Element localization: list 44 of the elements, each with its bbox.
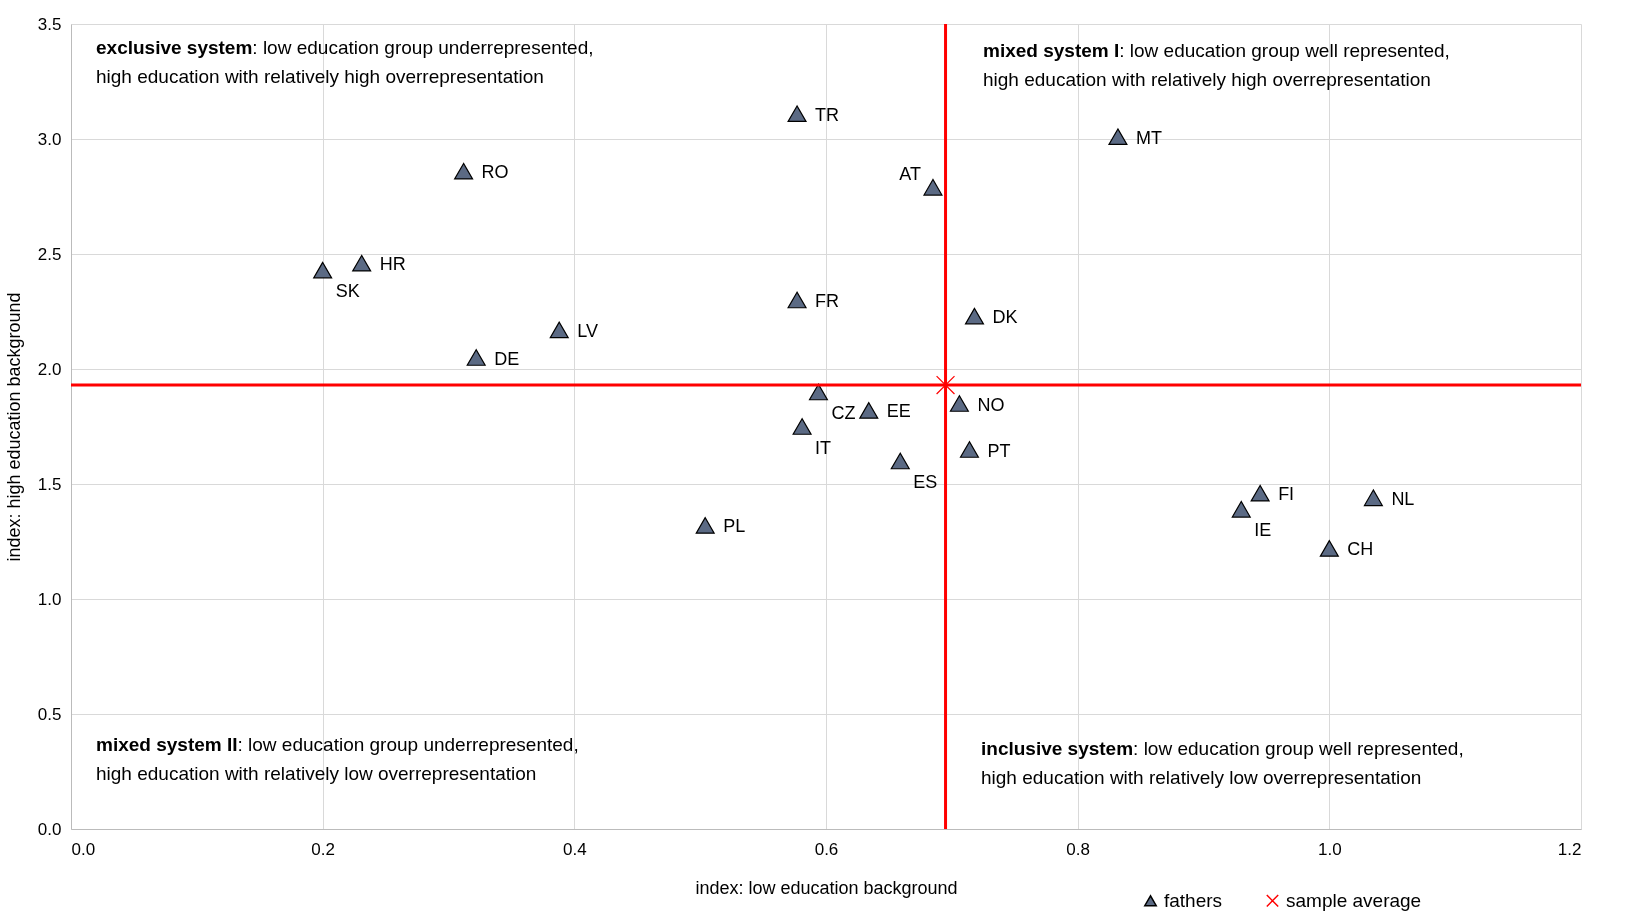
annotation: mixed system I: low education group well represented, high education with relatively high overrepresentation — [983, 40, 1450, 90]
annotation: mixed system II: low education group underrepresented, high education with relatively low overrepresentation — [96, 734, 579, 784]
annotation: inclusive system: low education group well represented, high education with relatively low overrepresentation — [981, 738, 1464, 788]
annotation: RO — [481, 162, 509, 183]
y-tick-label: 2.5 — [37, 244, 62, 264]
x-tick-label: 0.2 — [311, 839, 335, 859]
annotation: PL — [723, 516, 746, 537]
annotation: NO — [977, 394, 1005, 415]
annotation: IT — [815, 437, 832, 458]
annotation: DK — [992, 307, 1018, 328]
y-tick-label: 3.5 — [37, 14, 62, 34]
annotation: FI — [1278, 484, 1295, 505]
x-axis-title: index: low education background — [695, 877, 958, 898]
annotation: FR — [815, 291, 840, 311]
annotation: DE — [494, 348, 520, 369]
legend-label: sample average — [1286, 889, 1422, 911]
annotation: SK — [335, 281, 360, 302]
x-tick-label: 0.8 — [1066, 839, 1090, 859]
annotation: MT — [1135, 127, 1162, 148]
annotation: LV — [577, 320, 598, 341]
y-tick-label: 2.0 — [37, 359, 62, 379]
annotation: CZ — [831, 403, 856, 423]
annotation: IE — [1254, 520, 1272, 541]
y-axis-title: index: high education background — [3, 292, 24, 562]
x-tick-label: 0.4 — [563, 839, 587, 859]
y-tick-label: 0.0 — [37, 819, 62, 839]
y-tick-label: 3.0 — [37, 129, 62, 149]
x-tick-label: 1.0 — [1318, 839, 1342, 859]
x-tick-label: 0.0 — [71, 839, 96, 859]
legend-label: fathers — [1164, 889, 1223, 911]
annotation: exclusive system: low education group underrepresented, high education with relatively high overrepresentation — [96, 37, 594, 87]
annotation: CH — [1347, 539, 1374, 560]
x-tick-label: 0.6 — [814, 839, 839, 859]
annotation: AT — [899, 164, 921, 185]
annotation: NL — [1391, 488, 1415, 509]
y-tick-label: 1.5 — [37, 474, 62, 494]
x-tick-label: 1.2 — [1557, 839, 1582, 859]
annotation: EE — [886, 401, 911, 422]
y-tick-label: 1.0 — [37, 589, 62, 609]
annotation: TR — [815, 104, 840, 125]
y-tick-label: 0.5 — [37, 704, 62, 724]
annotation: ES — [913, 472, 938, 492]
annotation: HR — [379, 254, 406, 275]
annotation: PT — [987, 440, 1011, 461]
